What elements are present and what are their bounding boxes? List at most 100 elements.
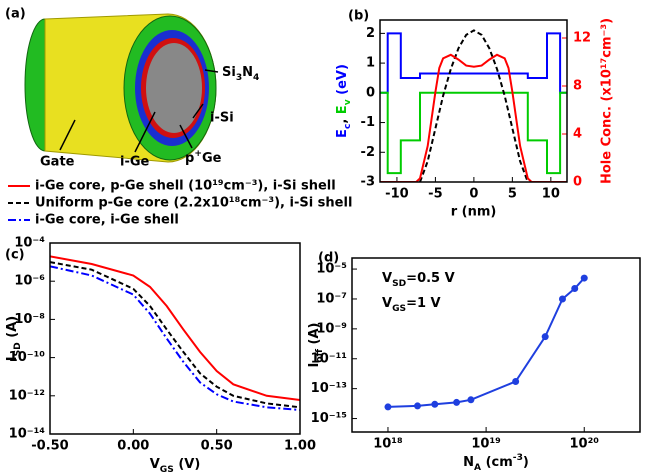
x-tick-label: 0.50 <box>201 439 233 454</box>
y-axis-label-part: SD <box>13 342 23 357</box>
nanowire-diagram: (a) Gate i-Si i-Ge <box>5 7 234 170</box>
diagram-label-part: Ge <box>202 151 222 166</box>
y-tick-label: 10⁻¹³ <box>311 381 347 396</box>
y2-tick-label: 4 <box>573 127 582 142</box>
y-axis-label-part: E <box>335 129 350 138</box>
arrow <box>179 124 193 149</box>
marker <box>571 285 579 293</box>
legend-label: Uniform p-Ge core (2.2x10¹⁸cm⁻³), i-Si s… <box>35 196 352 211</box>
annotation-part: SD <box>392 279 407 289</box>
diagram-label-part: N <box>242 65 253 80</box>
y-tick-label: 0 <box>366 85 375 100</box>
y-axis-label-part: E <box>335 105 350 114</box>
x-axis-label-part: -3 <box>513 453 523 463</box>
diagram-label: Si3N4 <box>222 65 259 83</box>
x-axis-label: NA (cm-3) <box>463 453 529 473</box>
x-tick-label: 0 <box>469 187 478 202</box>
y2-axis-label: Hole Conc. (x10¹⁷cm⁻³) <box>600 18 615 184</box>
diagram-label: Gate <box>40 155 75 170</box>
y-tick-label: 10⁻⁹ <box>316 321 347 336</box>
annotation: VGS=1 V <box>382 296 441 314</box>
marker <box>558 295 566 303</box>
x-tick-label: -10 <box>385 187 409 202</box>
legend-label: i-Ge core, i-Ge shell <box>35 213 179 228</box>
arrows <box>59 69 219 153</box>
series-line <box>380 53 567 182</box>
plot-frame <box>351 257 641 433</box>
x-tick-label: 10²⁰ <box>569 437 599 452</box>
x-axis-label-part: (cm <box>481 455 513 470</box>
x-tick-label: 0.00 <box>117 439 149 454</box>
y-axis-label-part: v <box>343 99 353 105</box>
diagram-label: i-Ge <box>120 155 150 170</box>
series-line <box>50 265 300 411</box>
panel-label: (c) <box>5 248 25 263</box>
y-axis-label-part: c <box>343 124 353 129</box>
arrow <box>204 69 219 73</box>
diagram-label-part: + <box>194 149 202 159</box>
y-axis-label-part: (A) <box>5 316 20 342</box>
annotation: VSD=0.5 V <box>382 271 455 289</box>
marker <box>580 274 588 282</box>
diagram-label-part: Si <box>222 65 236 80</box>
y-tick-label: 10⁻⁶ <box>14 274 45 289</box>
diagram-label-part: p <box>185 151 194 166</box>
y-tick-label: 10⁻⁸ <box>14 312 45 327</box>
panel-label: (d) <box>318 251 339 266</box>
arrow <box>59 119 76 151</box>
marker <box>414 402 422 410</box>
x-tick-label: -5 <box>428 187 442 202</box>
diagram-label: i-Si <box>210 111 234 126</box>
marker <box>431 400 439 408</box>
annotation-part: V <box>382 296 392 311</box>
x-axis-label-part: V <box>150 457 160 472</box>
marker <box>467 396 475 404</box>
y-axis-label-part: (eV) <box>335 64 350 99</box>
marker <box>384 403 392 411</box>
annotation-part: V <box>382 271 392 286</box>
y-tick-label: -2 <box>361 145 375 160</box>
y-tick-label: 2 <box>366 26 375 41</box>
y-tick-label: 10⁻⁴ <box>14 236 45 251</box>
y-tick-label: -1 <box>361 115 375 130</box>
diagram-label: p+Ge <box>185 149 222 166</box>
x-tick-label: 10¹⁸ <box>373 437 403 452</box>
y-tick-label: -3 <box>361 175 375 190</box>
x-axis-label-part: (V) <box>174 457 200 472</box>
diagram-label-part: 3 <box>236 73 242 83</box>
x-tick-label: -0.50 <box>31 439 68 454</box>
y-tick-label: 10⁻⁷ <box>316 291 347 306</box>
y-tick-label: 10⁻¹⁴ <box>9 427 46 442</box>
y2-tick-label: 0 <box>573 175 582 190</box>
arrow <box>134 111 156 153</box>
series-line <box>380 91 567 175</box>
y-axis-label: Ioff (A) <box>307 323 325 368</box>
x-axis-label: VGS (V) <box>150 457 201 475</box>
panel-label: (a) <box>5 7 26 22</box>
y-tick-label: 10⁻¹⁰ <box>9 350 46 365</box>
marker <box>541 333 549 341</box>
y-tick-label: 10⁻⁵ <box>316 262 347 277</box>
series-line <box>50 261 300 409</box>
x-tick-label: 1.00 <box>284 439 316 454</box>
panel-label: (b) <box>348 9 369 24</box>
x-axis-label-part: A <box>474 463 481 473</box>
x-axis-label: r (nm) <box>451 205 497 220</box>
plot-frame <box>379 19 568 183</box>
x-tick-label: 10¹⁹ <box>471 437 501 452</box>
y-axis-label: ISD (A) <box>5 316 23 361</box>
annotation-part: =0.5 V <box>406 271 455 286</box>
y-axis-label-part: I <box>5 356 20 361</box>
marker <box>453 398 461 406</box>
y2-tick-label: 12 <box>573 31 591 46</box>
plot-frame <box>49 242 301 435</box>
x-tick-label: 10 <box>542 187 560 202</box>
y-tick-label: 10⁻¹⁵ <box>311 411 347 426</box>
series-line <box>50 255 300 401</box>
x-tick-label: 5 <box>508 187 517 202</box>
annotation-part: GS <box>392 304 406 314</box>
y-tick-label: 10⁻¹¹ <box>311 351 347 366</box>
y2-tick-label: 8 <box>573 79 582 94</box>
marker <box>512 378 520 386</box>
